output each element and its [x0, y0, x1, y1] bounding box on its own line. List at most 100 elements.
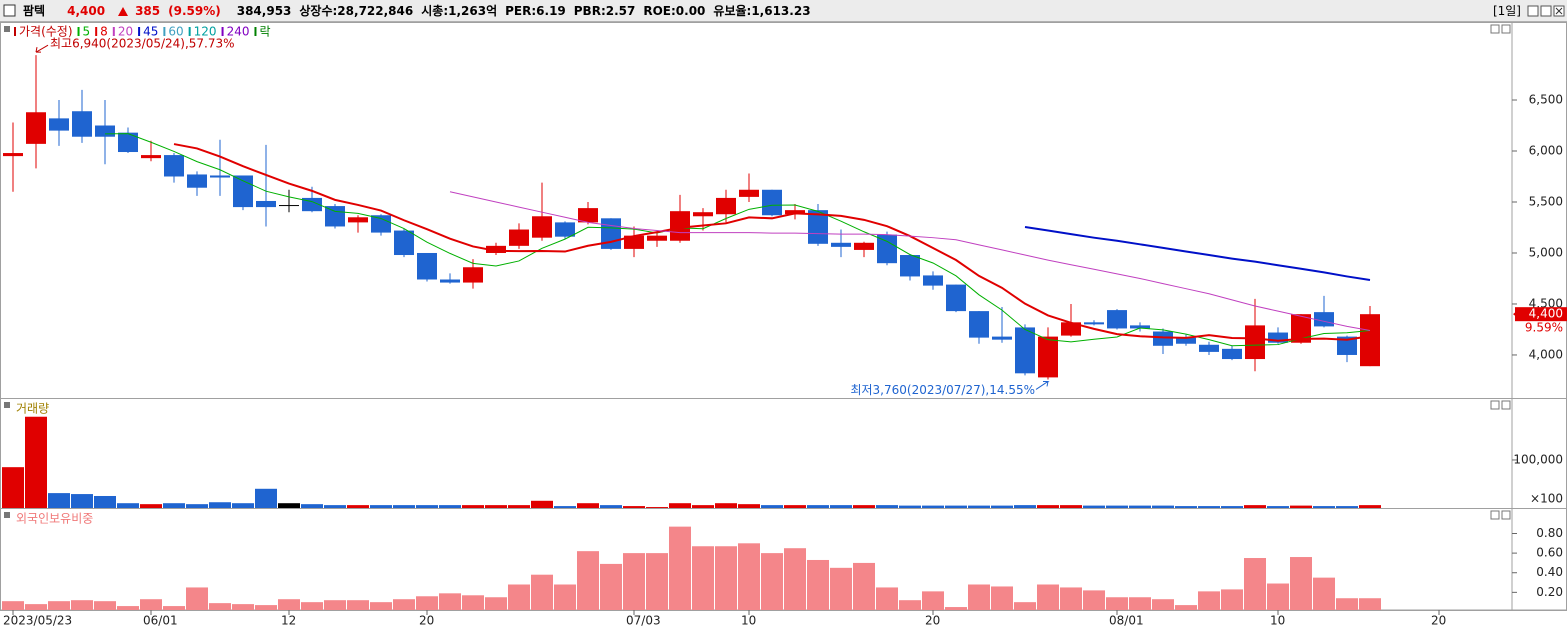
- info-items: 상장수:28,722,846 시총:1,263억 PER:6.19 PBR:2.57 R…: [299, 2, 818, 19]
- window-buttons[interactable]: [1527, 4, 1567, 18]
- bar: [1244, 558, 1266, 610]
- bar: [1267, 506, 1289, 508]
- candle-body: [739, 189, 759, 197]
- candle-body: [1360, 314, 1380, 367]
- bar: [2, 467, 24, 508]
- x-tick-label: 10: [741, 614, 756, 628]
- bar: [117, 606, 139, 610]
- candle-body: [394, 230, 414, 256]
- bar: [922, 591, 944, 610]
- bar: [1221, 589, 1243, 610]
- panel-button: [1501, 24, 1511, 34]
- candle-body: [49, 118, 69, 131]
- price: 4,400: [67, 3, 106, 18]
- panel-button: [1501, 400, 1511, 410]
- info-item: 상장수:28,722,846: [299, 4, 414, 18]
- bar: [462, 505, 484, 508]
- bar: [186, 587, 208, 610]
- moving-average: [1024, 225, 1371, 281]
- y-tick-label: 6,000: [1529, 144, 1563, 158]
- bar: [899, 600, 921, 610]
- panel-title: 거래량: [16, 402, 49, 416]
- candle-body: [486, 245, 506, 253]
- bar: [1198, 506, 1220, 508]
- bar: [278, 503, 300, 508]
- bar: [1106, 597, 1128, 610]
- x-tick-label: 12: [281, 614, 296, 628]
- candle-body: [26, 112, 46, 144]
- y-tick-label: 5,000: [1529, 245, 1563, 259]
- bar: [692, 505, 714, 508]
- bar: [1359, 598, 1381, 610]
- panel-marker: [4, 26, 10, 32]
- bar: [48, 493, 70, 508]
- candle-body: [325, 206, 345, 227]
- bar: [324, 600, 346, 610]
- bar: [462, 595, 484, 610]
- legend-swatch: [163, 27, 166, 36]
- info-item: ROE:0.00: [643, 4, 706, 18]
- bar: [1014, 602, 1036, 610]
- candle-body: [1337, 336, 1357, 355]
- candle-body: [417, 252, 437, 280]
- candle-body: [969, 311, 989, 338]
- candle-body: [1130, 325, 1150, 329]
- bar: [669, 526, 691, 610]
- bar: [784, 505, 806, 508]
- bar: [232, 503, 254, 508]
- panel-frame: [0, 22, 1567, 399]
- bar: [876, 587, 898, 610]
- bar: [646, 553, 668, 610]
- info-item: PBR:2.57: [573, 4, 636, 18]
- legend-label: 120: [194, 25, 217, 39]
- bar: [784, 548, 806, 610]
- bar: [853, 505, 875, 508]
- bar: [1290, 557, 1312, 610]
- bar: [1175, 506, 1197, 508]
- candle-body: [946, 284, 966, 312]
- candle-body: [3, 153, 23, 157]
- bar: [1267, 583, 1289, 610]
- note-arrow: [1035, 380, 1050, 390]
- bar: [1221, 506, 1243, 508]
- candle-body: [1176, 337, 1196, 344]
- stock-name: 팜텍: [23, 4, 46, 18]
- candle-body: [1291, 314, 1311, 343]
- legend-label: 8: [100, 25, 108, 39]
- bar: [2, 601, 24, 610]
- bar: [439, 505, 461, 508]
- change-pct: (9.59%): [168, 3, 221, 18]
- y-tick-label: 4,500: [1529, 296, 1563, 310]
- moving-average: [173, 143, 1371, 342]
- bar: [48, 601, 70, 610]
- bar: [1198, 591, 1220, 610]
- price-tag-change: 9.59%: [1525, 321, 1563, 335]
- panel-title: 외국인보유비중: [16, 512, 93, 526]
- legend-label: 가격(수정): [19, 25, 73, 39]
- period[interactable]: [1일]: [1492, 4, 1521, 18]
- candle-body: [118, 132, 138, 153]
- bar: [209, 603, 231, 610]
- candle-body: [1084, 322, 1104, 325]
- bar: [209, 502, 231, 508]
- bar: [439, 593, 461, 610]
- candle-body: [647, 235, 667, 241]
- bar: [830, 567, 852, 610]
- bar: [1106, 505, 1128, 508]
- bar: [968, 584, 990, 610]
- bar: [991, 586, 1013, 610]
- bar: [991, 505, 1013, 508]
- bar: [899, 505, 921, 508]
- bar: [1083, 590, 1105, 610]
- candle-body: [1222, 348, 1242, 360]
- y-tick-label: 6,500: [1529, 93, 1563, 107]
- panel-button: [1501, 510, 1511, 520]
- candle-body: [555, 222, 575, 237]
- bar: [830, 505, 852, 508]
- candle-body: [463, 267, 483, 283]
- bar: [646, 507, 668, 508]
- checkbox-icon[interactable]: [3, 4, 17, 18]
- bar: [485, 505, 507, 508]
- bar: [554, 506, 576, 508]
